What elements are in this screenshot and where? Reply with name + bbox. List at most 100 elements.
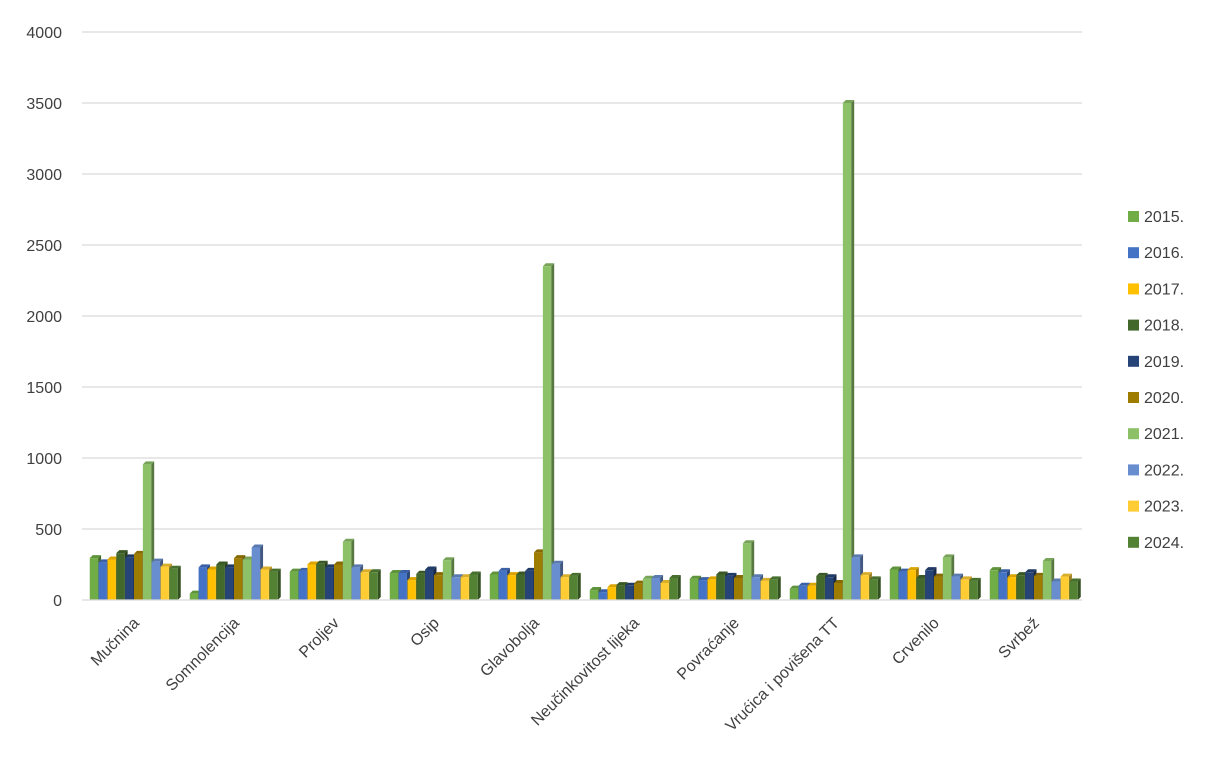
bar-front [142,464,152,600]
bar-top [334,561,346,565]
legend-swatch [1128,283,1139,295]
bar-top [989,567,1002,571]
bar-top [834,579,846,583]
y-tick-label: 1000 [26,451,62,468]
bar-top [98,559,110,563]
y-tick-label: 2500 [26,238,62,255]
bar-top [1069,578,1081,582]
bar-top [734,574,746,578]
legend-label: 2021. [1144,426,1184,443]
bar-side [551,263,555,600]
bar-front [369,572,378,600]
bar-top [289,568,302,572]
bar-front [1025,572,1034,600]
bar-front [760,580,769,600]
bar-front [416,573,425,600]
legend-item: 2019. [1128,354,1184,371]
bar-front [1060,576,1069,600]
bar-top [389,570,402,574]
bar-top [242,556,255,560]
bar [669,574,681,600]
x-tick-label: Proljev [296,615,343,662]
bar-top [1042,557,1055,561]
bar-front [160,566,169,600]
bar-front [398,573,407,600]
bar-front [569,575,578,600]
bar-top [525,567,537,571]
legend-item: 2023. [1128,499,1184,516]
bar-front [516,574,525,600]
x-tick-label: Glavobolja [477,615,543,681]
bar-top [816,572,828,576]
bar-top [951,573,964,577]
bar-front [934,576,943,600]
bar-side [677,574,681,600]
bar-front [1069,581,1078,600]
bars [89,100,1081,600]
bar-top [842,100,855,103]
bar-front [434,575,443,600]
bar-top [607,584,619,588]
bar [369,569,381,600]
bar-front [689,578,699,600]
bar-top [116,550,128,554]
bar-top [707,576,719,580]
bar-top [169,565,181,569]
bar-top [907,567,919,571]
bar-front [598,592,607,600]
y-tick-label: 500 [35,522,62,539]
bar-side [477,571,481,600]
bar-front [542,266,552,600]
bar-top [207,566,219,570]
bar-front [616,585,625,600]
bar-front [716,574,725,600]
bar-top [569,572,581,576]
bar-front [842,103,852,600]
bar-top [716,571,728,575]
bar-top [151,558,164,562]
legend-item: 2017. [1128,281,1184,298]
bar-top [560,574,572,578]
bar-top [1060,573,1072,577]
bar-front [625,585,634,600]
x-tick-label: Svrbež [996,615,1043,662]
bar-front [425,569,434,600]
bar-front [707,579,716,600]
bar-front [234,558,243,600]
bar-front [1034,575,1043,600]
bar-front [289,571,299,600]
legend-item: 2021. [1128,426,1184,443]
bar-top [889,566,902,570]
bar [169,565,181,600]
bar-front [151,561,161,600]
bar-front [189,593,199,600]
bar-front [389,573,399,600]
bar-front [869,579,878,600]
bar-top [316,560,328,564]
bar-front [589,590,599,600]
bar-front [560,577,569,600]
bar-top [251,544,264,548]
bar-front [834,582,843,600]
bar-top [351,564,364,568]
bar-front [125,557,134,600]
legend-label: 2020. [1144,390,1184,407]
bar-top [1025,569,1037,573]
bar-top [125,554,137,558]
bar-front [469,574,478,600]
bar-front [169,568,178,600]
legend-swatch [1128,247,1139,259]
bar-front [951,576,961,600]
bar-front [507,575,516,600]
x-tick-label: Somnolencija [163,615,243,695]
bar-top [789,585,802,589]
bar-front [725,575,734,600]
x-tick-label: Povraćanje [674,615,743,684]
bar-front [942,557,952,600]
bar [1069,578,1081,600]
bar-front [1051,581,1061,600]
bar-top [551,560,564,564]
bar-top [925,567,937,571]
bar-side [851,100,855,600]
bar-top [489,571,502,575]
